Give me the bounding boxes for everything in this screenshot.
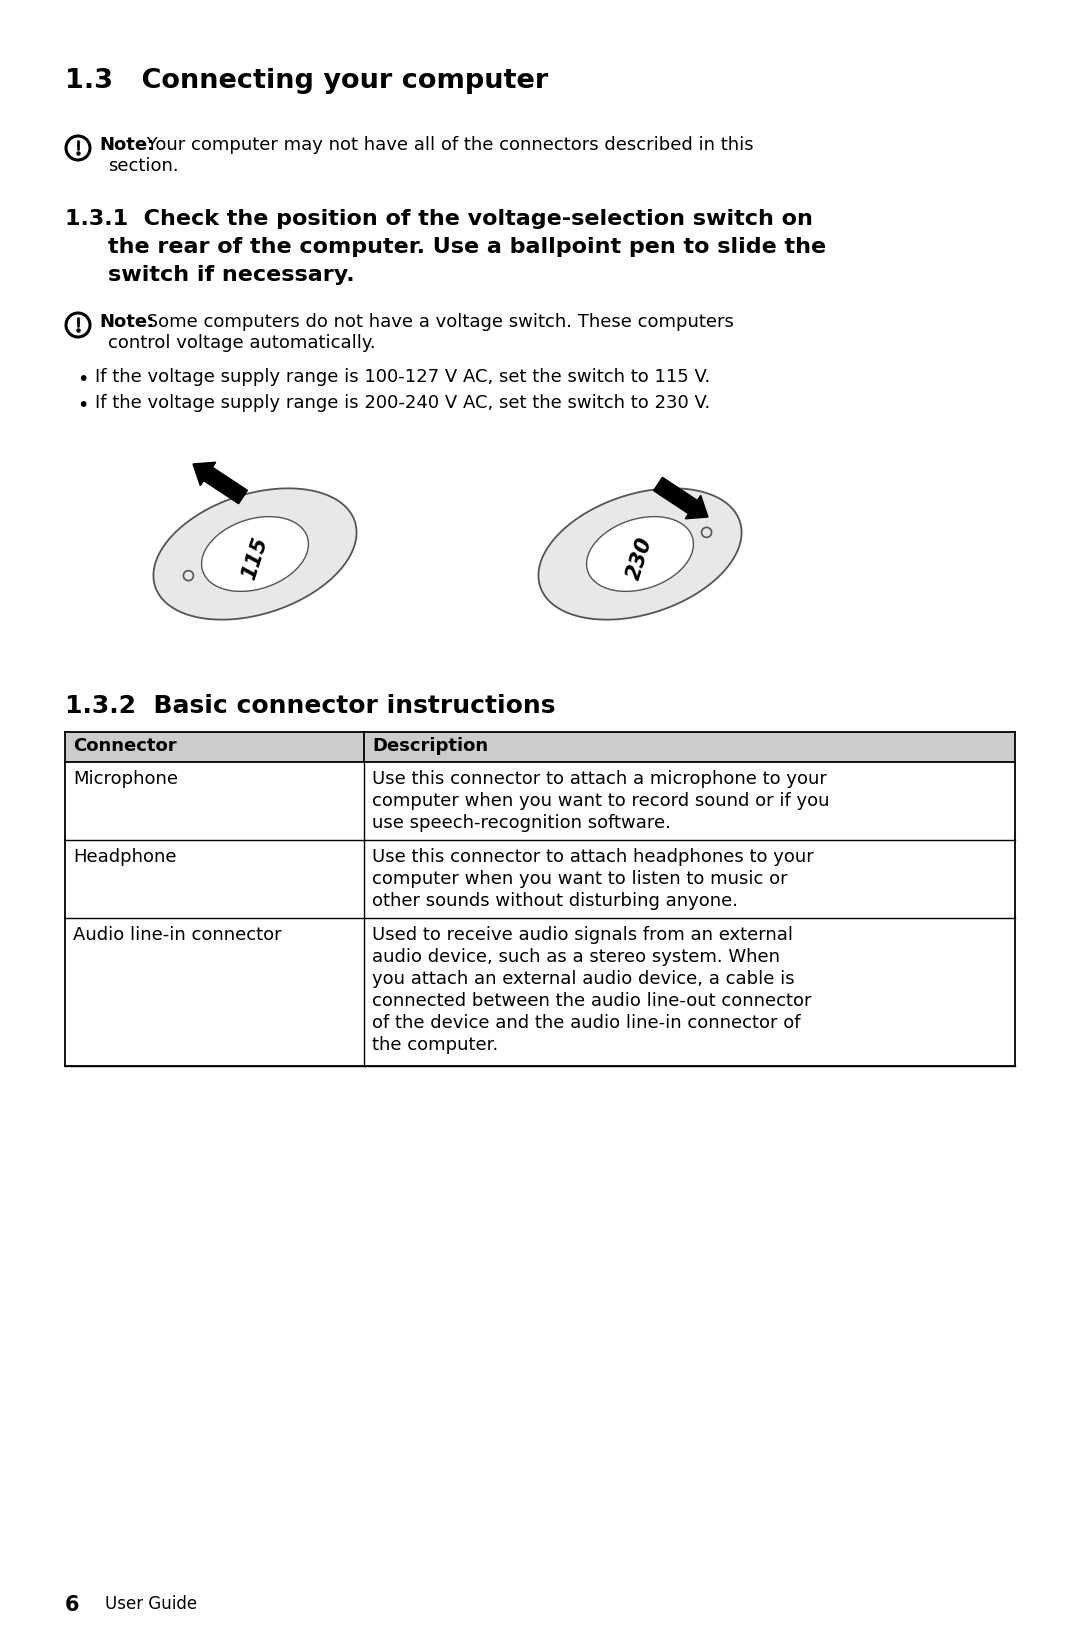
Text: 115: 115 <box>239 534 271 581</box>
Polygon shape <box>153 488 356 619</box>
Text: •: • <box>77 396 89 415</box>
Text: 1.3   Connecting your computer: 1.3 Connecting your computer <box>65 67 549 94</box>
Text: Audio line-in connector: Audio line-in connector <box>73 926 282 944</box>
Text: the computer.: the computer. <box>373 1036 499 1054</box>
Text: section.: section. <box>108 158 178 176</box>
Text: Note:: Note: <box>99 136 154 154</box>
Text: the rear of the computer. Use a ballpoint pen to slide the: the rear of the computer. Use a ballpoin… <box>108 236 826 258</box>
Text: If the voltage supply range is 100-127 V AC, set the switch to 115 V.: If the voltage supply range is 100-127 V… <box>95 368 711 386</box>
Text: Use this connector to attach a microphone to your: Use this connector to attach a microphon… <box>373 770 827 788</box>
Text: computer when you want to listen to music or: computer when you want to listen to musi… <box>373 870 788 888</box>
Text: Description: Description <box>373 737 488 755</box>
Text: 1.3.2  Basic connector instructions: 1.3.2 Basic connector instructions <box>65 695 555 718</box>
Text: use speech-recognition software.: use speech-recognition software. <box>373 814 671 832</box>
Text: 6: 6 <box>65 1594 80 1616</box>
Text: you attach an external audio device, a cable is: you attach an external audio device, a c… <box>373 970 795 988</box>
Text: switch if necessary.: switch if necessary. <box>108 264 354 286</box>
Text: User Guide: User Guide <box>105 1594 198 1612</box>
Text: connected between the audio line-out connector: connected between the audio line-out con… <box>373 992 812 1010</box>
Bar <box>65 732 1015 762</box>
Text: 1.3.1  Check the position of the voltage-selection switch on: 1.3.1 Check the position of the voltage-… <box>65 209 813 228</box>
Text: Some computers do not have a voltage switch. These computers: Some computers do not have a voltage swi… <box>141 314 734 332</box>
Text: of the device and the audio line-in connector of: of the device and the audio line-in conn… <box>373 1015 800 1033</box>
Polygon shape <box>202 517 309 591</box>
Text: other sounds without disturbing anyone.: other sounds without disturbing anyone. <box>373 892 739 910</box>
Text: Connector: Connector <box>73 737 177 755</box>
FancyArrow shape <box>653 478 708 519</box>
Text: control voltage automatically.: control voltage automatically. <box>108 333 376 351</box>
Text: If the voltage supply range is 200-240 V AC, set the switch to 230 V.: If the voltage supply range is 200-240 V… <box>95 394 711 412</box>
FancyArrow shape <box>193 463 247 504</box>
Text: Your computer may not have all of the connectors described in this: Your computer may not have all of the co… <box>141 136 754 154</box>
Text: computer when you want to record sound or if you: computer when you want to record sound o… <box>373 791 829 810</box>
Text: 230: 230 <box>624 534 657 581</box>
Text: Microphone: Microphone <box>73 770 178 788</box>
Text: Used to receive audio signals from an external: Used to receive audio signals from an ex… <box>373 926 793 944</box>
Polygon shape <box>539 488 742 619</box>
Text: audio device, such as a stereo system. When: audio device, such as a stereo system. W… <box>373 947 780 965</box>
Text: Note:: Note: <box>99 314 154 332</box>
Text: Use this connector to attach headphones to your: Use this connector to attach headphones … <box>373 847 814 865</box>
Text: Headphone: Headphone <box>73 847 176 865</box>
Polygon shape <box>586 517 693 591</box>
Text: •: • <box>77 369 89 389</box>
